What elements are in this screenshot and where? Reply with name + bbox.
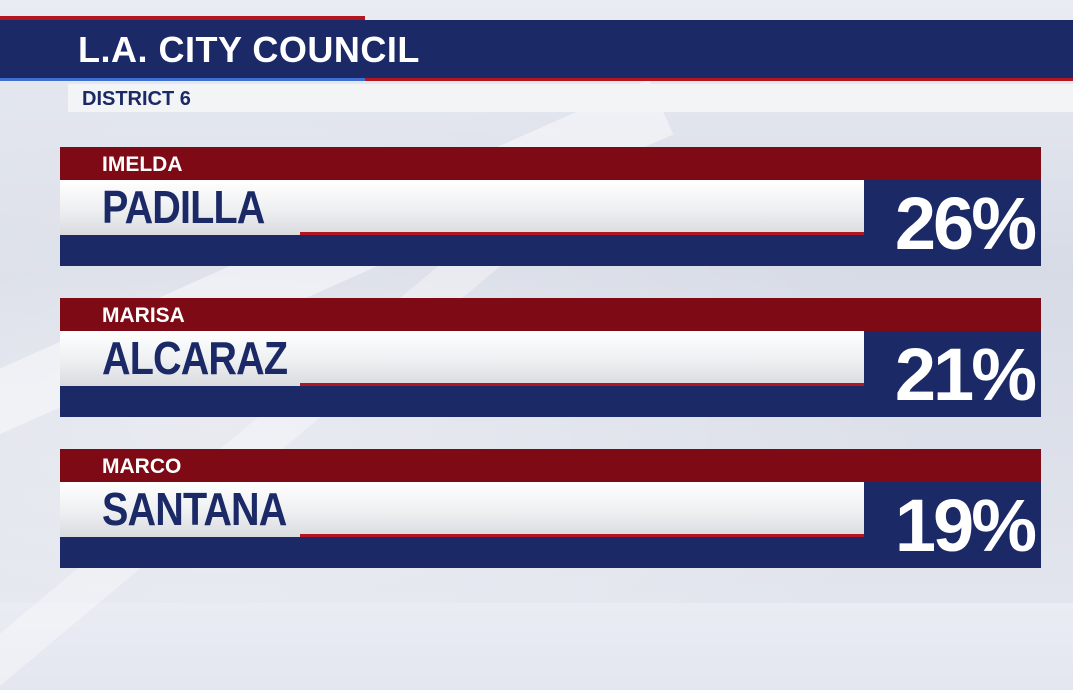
first-name-bar <box>60 147 1041 180</box>
district-bar <box>68 84 1073 112</box>
race-title: L.A. CITY COUNCIL <box>78 29 420 70</box>
header-accent-line <box>365 78 1073 81</box>
candidate-first-name: MARCO <box>102 455 182 478</box>
candidate-last-name: SANTANA <box>102 483 287 535</box>
candidate-vote-percent: 21% <box>894 333 1037 416</box>
candidate-last-name: PADILLA <box>102 181 265 233</box>
candidate-row: IMELDA PADILLA 26% <box>60 147 1041 266</box>
background-light-band <box>0 79 674 501</box>
first-name-bar <box>60 449 1041 482</box>
percent-panel <box>864 482 1041 568</box>
header-accent-line <box>0 78 365 81</box>
header-accent-line <box>0 16 365 20</box>
first-name-bar <box>60 298 1041 331</box>
candidate-first-name: IMELDA <box>102 153 183 176</box>
percent-panel <box>864 180 1041 266</box>
accent-underline <box>300 534 864 537</box>
candidate-first-name: MARISA <box>102 304 185 327</box>
candidate-vote-percent: 26% <box>894 182 1037 265</box>
candidate-row: MARCO SANTANA 19% <box>60 449 1041 568</box>
district-label: DISTRICT 6 <box>82 88 191 110</box>
candidate-row: MARISA ALCARAZ 21% <box>60 298 1041 417</box>
candidate-last-name: ALCARAZ <box>102 332 288 384</box>
last-name-panel <box>60 180 864 235</box>
accent-underline <box>300 383 864 386</box>
accent-underline <box>300 232 864 235</box>
last-name-panel <box>60 482 864 537</box>
percent-panel <box>864 331 1041 417</box>
candidate-vote-percent: 19% <box>894 484 1037 567</box>
last-name-panel <box>60 331 864 386</box>
header-bar <box>0 20 1073 80</box>
